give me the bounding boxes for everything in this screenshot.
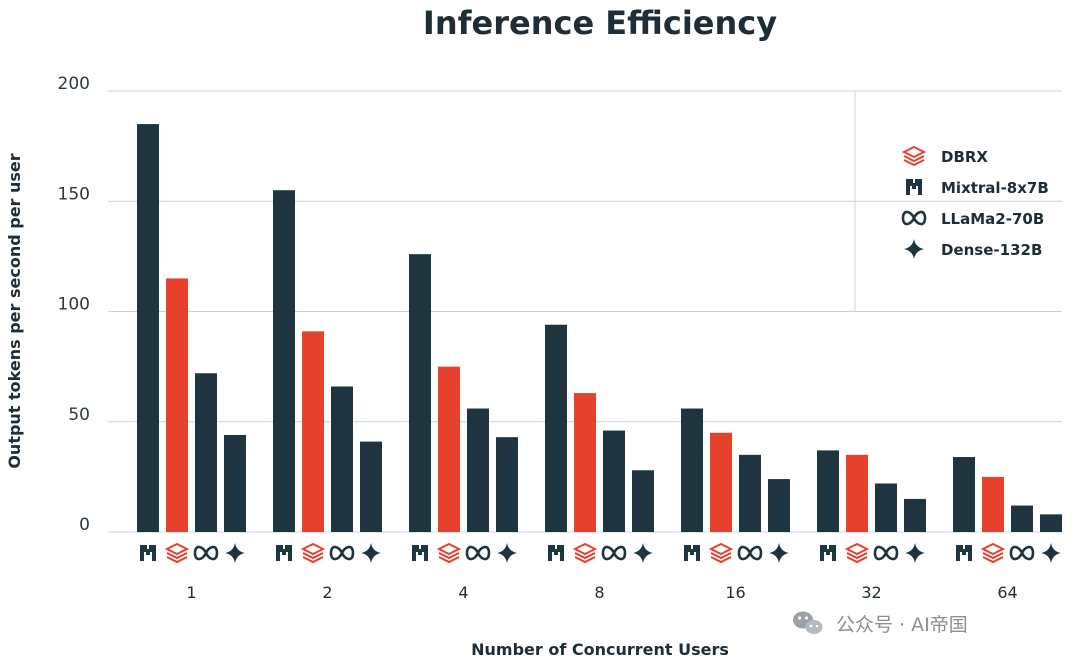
gridlines xyxy=(108,90,1062,533)
meta-icon xyxy=(465,545,491,561)
sparkle-icon xyxy=(361,543,381,563)
wechat-icon xyxy=(793,611,823,634)
bar-dense-132b-1 xyxy=(224,434,246,532)
bar-llama2-70b-4 xyxy=(467,408,489,532)
bar-mixtral-8x7b-4 xyxy=(409,254,431,533)
bar-dense-132b-16 xyxy=(768,479,790,532)
legend-label: DBRX xyxy=(941,148,988,166)
bars xyxy=(137,124,1062,533)
bar-mixtral-8x7b-32 xyxy=(817,450,839,532)
meta-icon xyxy=(1009,545,1035,561)
watermark: 公众号 · AI帝国 xyxy=(793,611,968,636)
mistral-icon xyxy=(412,545,428,561)
bar-mixtral-8x7b-8 xyxy=(545,324,567,532)
mistral-icon xyxy=(548,545,564,561)
y-tick-label: 50 xyxy=(68,405,90,425)
bar-dense-132b-32 xyxy=(904,498,926,532)
bar-dense-132b-4 xyxy=(496,437,518,532)
bar-dbrx-16 xyxy=(710,432,732,532)
bar-mixtral-8x7b-16 xyxy=(681,408,703,532)
databricks-icon xyxy=(980,542,1006,564)
bar-dbrx-2 xyxy=(302,331,324,532)
databricks-icon xyxy=(300,542,326,564)
databricks-icon xyxy=(901,145,927,167)
bar-dbrx-4 xyxy=(438,366,460,532)
sparkle-icon xyxy=(1041,543,1061,563)
legend-label: Mixtral-8x7B xyxy=(941,179,1049,197)
y-axis-title: Output tokens per second per user xyxy=(5,153,24,468)
databricks-icon xyxy=(708,542,734,564)
legend-label: LLaMa2-70B xyxy=(941,210,1044,228)
mistral-icon xyxy=(684,545,700,561)
legend-label: Dense-132B xyxy=(941,241,1042,259)
mistral-icon xyxy=(906,179,922,195)
y-tick-label: 0 xyxy=(79,515,90,535)
sparkle-icon xyxy=(225,543,245,563)
y-axis-ticks: 0 50 100 150 200 xyxy=(58,74,90,535)
legend: DBRX Mixtral-8x7B LLaMa2-70B Dense-132B xyxy=(901,145,1049,259)
bar-llama2-70b-8 xyxy=(603,430,625,532)
mistral-icon xyxy=(276,545,292,561)
bar-dbrx-32 xyxy=(846,454,868,532)
databricks-icon xyxy=(844,542,870,564)
y-tick-label: 200 xyxy=(58,74,90,94)
sparkle-icon xyxy=(769,543,789,563)
bar-mixtral-8x7b-2 xyxy=(273,190,295,532)
meta-icon xyxy=(193,545,219,561)
bar-dense-132b-2 xyxy=(360,441,382,532)
bar-dbrx-64 xyxy=(982,476,1004,532)
sparkle-icon xyxy=(497,543,517,563)
x-tick-label: 1 xyxy=(186,583,196,602)
x-tick-label: 4 xyxy=(458,583,468,602)
mistral-icon xyxy=(820,545,836,561)
y-tick-label: 150 xyxy=(58,184,90,204)
meta-icon xyxy=(901,210,927,226)
meta-icon xyxy=(601,545,627,561)
databricks-icon xyxy=(436,542,462,564)
x-axis-categories: 1 2 4 8 16 32 64 xyxy=(186,583,1017,602)
y-tick-label: 100 xyxy=(58,295,90,315)
databricks-icon xyxy=(164,542,190,564)
bar-llama2-70b-1 xyxy=(195,373,217,532)
bar-dbrx-1 xyxy=(166,278,188,532)
x-axis-title: Number of Concurrent Users xyxy=(471,640,729,659)
mistral-icon xyxy=(956,545,972,561)
bar-llama2-70b-2 xyxy=(331,386,353,532)
sparkle-icon xyxy=(633,543,653,563)
sparkle-icon xyxy=(905,543,925,563)
bar-mixtral-8x7b-1 xyxy=(137,124,159,532)
watermark-text: 公众号 · AI帝国 xyxy=(836,614,968,636)
x-tick-label: 32 xyxy=(861,583,881,602)
bar-dense-132b-8 xyxy=(632,470,654,532)
bar-dbrx-8 xyxy=(574,393,596,532)
databricks-icon xyxy=(572,542,598,564)
bar-icons xyxy=(140,542,1061,564)
x-tick-label: 8 xyxy=(594,583,604,602)
meta-icon xyxy=(329,545,355,561)
bar-dense-132b-64 xyxy=(1040,514,1062,532)
x-tick-label: 2 xyxy=(322,583,332,602)
bar-llama2-70b-16 xyxy=(739,454,761,532)
bar-llama2-70b-32 xyxy=(875,483,897,532)
chart-title: Inference Efficiency xyxy=(423,4,777,42)
x-tick-label: 16 xyxy=(725,583,745,602)
bar-llama2-70b-64 xyxy=(1011,505,1033,532)
x-tick-label: 64 xyxy=(997,583,1017,602)
bar-mixtral-8x7b-64 xyxy=(953,457,975,532)
sparkle-icon xyxy=(904,239,924,259)
mistral-icon xyxy=(140,545,156,561)
meta-icon xyxy=(737,545,763,561)
meta-icon xyxy=(873,545,899,561)
